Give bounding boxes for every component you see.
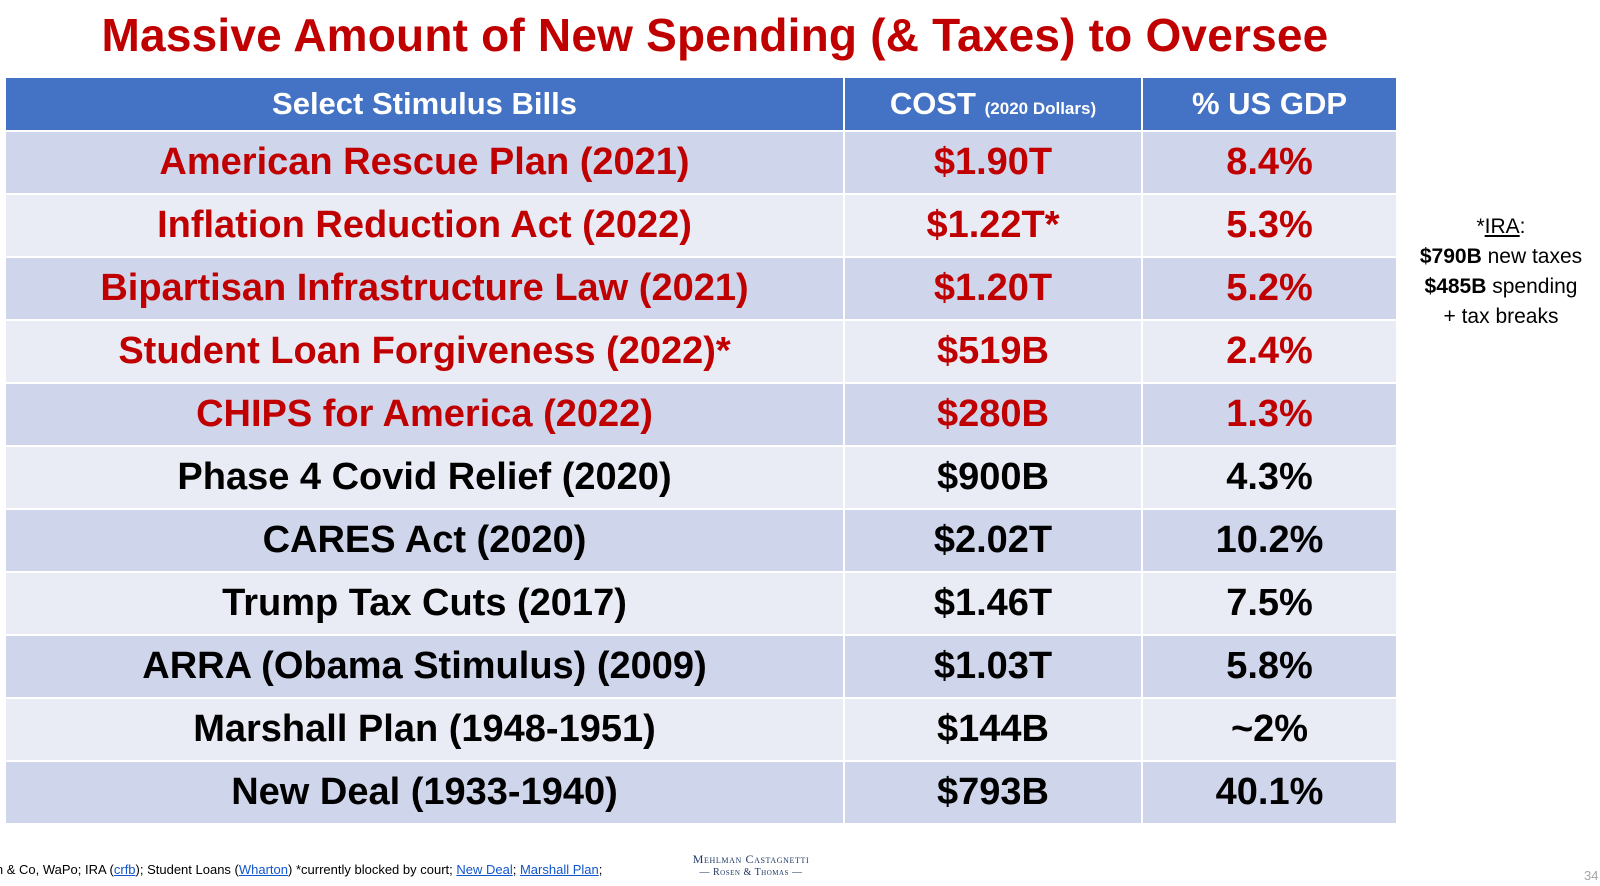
wharton-link[interactable]: Wharton	[238, 862, 289, 877]
ira-note-line1: *IRA:	[1398, 212, 1600, 242]
cost-cell: $1.03T	[844, 635, 1143, 699]
gdp-cell: 7.5%	[1142, 572, 1398, 636]
slide-title: Massive Amount of New Spending (& Taxes)…	[101, 9, 1329, 61]
new-deal-link[interactable]: New Deal	[456, 862, 513, 877]
bill-name-cell: Phase 4 Covid Relief (2020)	[6, 446, 845, 510]
bill-name-cell: Bipartisan Infrastructure Law (2021)	[6, 257, 845, 321]
bill-name-cell: Trump Tax Cuts (2017)	[6, 572, 845, 636]
source-footer: owen & Co, WaPo; IRA (crfb); Student Loa…	[0, 862, 602, 877]
table-row: CHIPS for America (2022) $280B 1.3%	[6, 383, 1398, 447]
bill-name-cell: Marshall Plan (1948-1951)	[6, 698, 845, 762]
header-cost-label: COST	[889, 86, 976, 121]
gdp-cell: 5.8%	[1142, 635, 1398, 699]
header-gdp: % US GDP	[1142, 78, 1398, 132]
bill-name-cell: Inflation Reduction Act (2022)	[6, 194, 845, 258]
footer-text-2: ); Student Loans (	[135, 862, 239, 877]
logo-line-2-text: Rosen & Thomas	[713, 867, 789, 878]
gdp-cell: 4.3%	[1142, 446, 1398, 510]
gdp-cell: 40.1%	[1142, 761, 1398, 825]
footer-text-3: ) *currently blocked by court;	[288, 862, 457, 877]
ira-taxes-label: new taxes	[1481, 245, 1583, 268]
ira-note-line2: $790B new taxes	[1398, 242, 1600, 272]
cost-cell: $1.46T	[844, 572, 1143, 636]
ira-taxes-amount: $790B	[1419, 245, 1482, 268]
bill-name-cell: American Rescue Plan (2021)	[6, 131, 845, 195]
bill-name-cell: CARES Act (2020)	[6, 509, 845, 573]
gdp-cell: 1.3%	[1142, 383, 1398, 447]
table-row: Trump Tax Cuts (2017) $1.46T 7.5%	[6, 572, 1398, 636]
bill-name-cell: Student Loan Forgiveness (2022)*	[6, 320, 845, 384]
page-number: 34	[1584, 868, 1599, 883]
footer-text-4: ;	[512, 862, 520, 877]
gdp-cell: 5.2%	[1142, 257, 1398, 321]
gdp-cell: 2.4%	[1142, 320, 1398, 384]
table-row: CARES Act (2020) $2.02T 10.2%	[6, 509, 1398, 573]
footer-text-1: owen & Co, WaPo; IRA (	[0, 862, 114, 877]
table-row: ARRA (Obama Stimulus) (2009) $1.03T 5.8%	[6, 635, 1398, 699]
cost-cell: $280B	[844, 383, 1143, 447]
cost-cell: $1.20T	[844, 257, 1143, 321]
ira-spending-amount: $485B	[1424, 275, 1487, 298]
ira-footnote: *IRA: $790B new taxes $485B spending + t…	[1398, 212, 1600, 332]
footer-text-5: ;	[598, 862, 603, 877]
gdp-cell: 8.4%	[1142, 131, 1398, 195]
ira-label: IRA	[1484, 215, 1520, 238]
table-row: Marshall Plan (1948-1951) $144B ~2%	[6, 698, 1398, 762]
bill-name-cell: ARRA (Obama Stimulus) (2009)	[6, 635, 845, 699]
ira-prefix: *	[1476, 215, 1485, 238]
table-row: American Rescue Plan (2021) $1.90T 8.4%	[6, 131, 1398, 195]
gdp-cell: ~2%	[1142, 698, 1398, 762]
cost-cell: $900B	[844, 446, 1143, 510]
gdp-cell: 5.3%	[1142, 194, 1398, 258]
cost-cell: $1.22T*	[844, 194, 1143, 258]
cost-cell: $519B	[844, 320, 1143, 384]
ira-spending-label: spending	[1486, 275, 1578, 298]
gdp-cell: 10.2%	[1142, 509, 1398, 573]
table-row: Bipartisan Infrastructure Law (2021) $1.2…	[6, 257, 1398, 321]
stimulus-bills-table: Select Stimulus Bills COST (2020 Dollars…	[6, 78, 1398, 825]
firm-logo: Mehlman Castagnetti — Rosen & Thomas —	[676, 852, 826, 878]
table-header-row: Select Stimulus Bills COST (2020 Dollars…	[6, 78, 1398, 132]
cost-cell: $793B	[844, 761, 1143, 825]
marshall-plan-link[interactable]: Marshall Plan	[519, 862, 599, 877]
table-row: Student Loan Forgiveness (2022)* $519B 2.4…	[6, 320, 1398, 384]
ira-note-line4: + tax breaks	[1443, 305, 1559, 328]
cost-cell: $1.90T	[844, 131, 1143, 195]
logo-line-1: Mehlman Castagnetti	[692, 852, 810, 866]
ira-note-line3: $485B spending	[1398, 272, 1600, 302]
header-bills: Select Stimulus Bills	[6, 78, 845, 132]
table-row: Inflation Reduction Act (2022) $1.22T* 5.3…	[6, 194, 1398, 258]
header-cost: COST (2020 Dollars)	[844, 78, 1143, 132]
table-row: New Deal (1933-1940) $793B 40.1%	[6, 761, 1398, 825]
bill-name-cell: CHIPS for America (2022)	[6, 383, 845, 447]
bill-name-cell: New Deal (1933-1940)	[6, 761, 845, 825]
cost-cell: $2.02T	[844, 509, 1143, 573]
logo-line-2: — Rosen & Thomas —	[699, 867, 803, 878]
cost-cell: $144B	[844, 698, 1143, 762]
header-cost-note: (2020 Dollars)	[984, 99, 1097, 118]
ira-suffix: :	[1519, 215, 1526, 238]
crfb-link[interactable]: crfb	[113, 862, 136, 877]
table-row: Phase 4 Covid Relief (2020) $900B 4.3%	[6, 446, 1398, 510]
